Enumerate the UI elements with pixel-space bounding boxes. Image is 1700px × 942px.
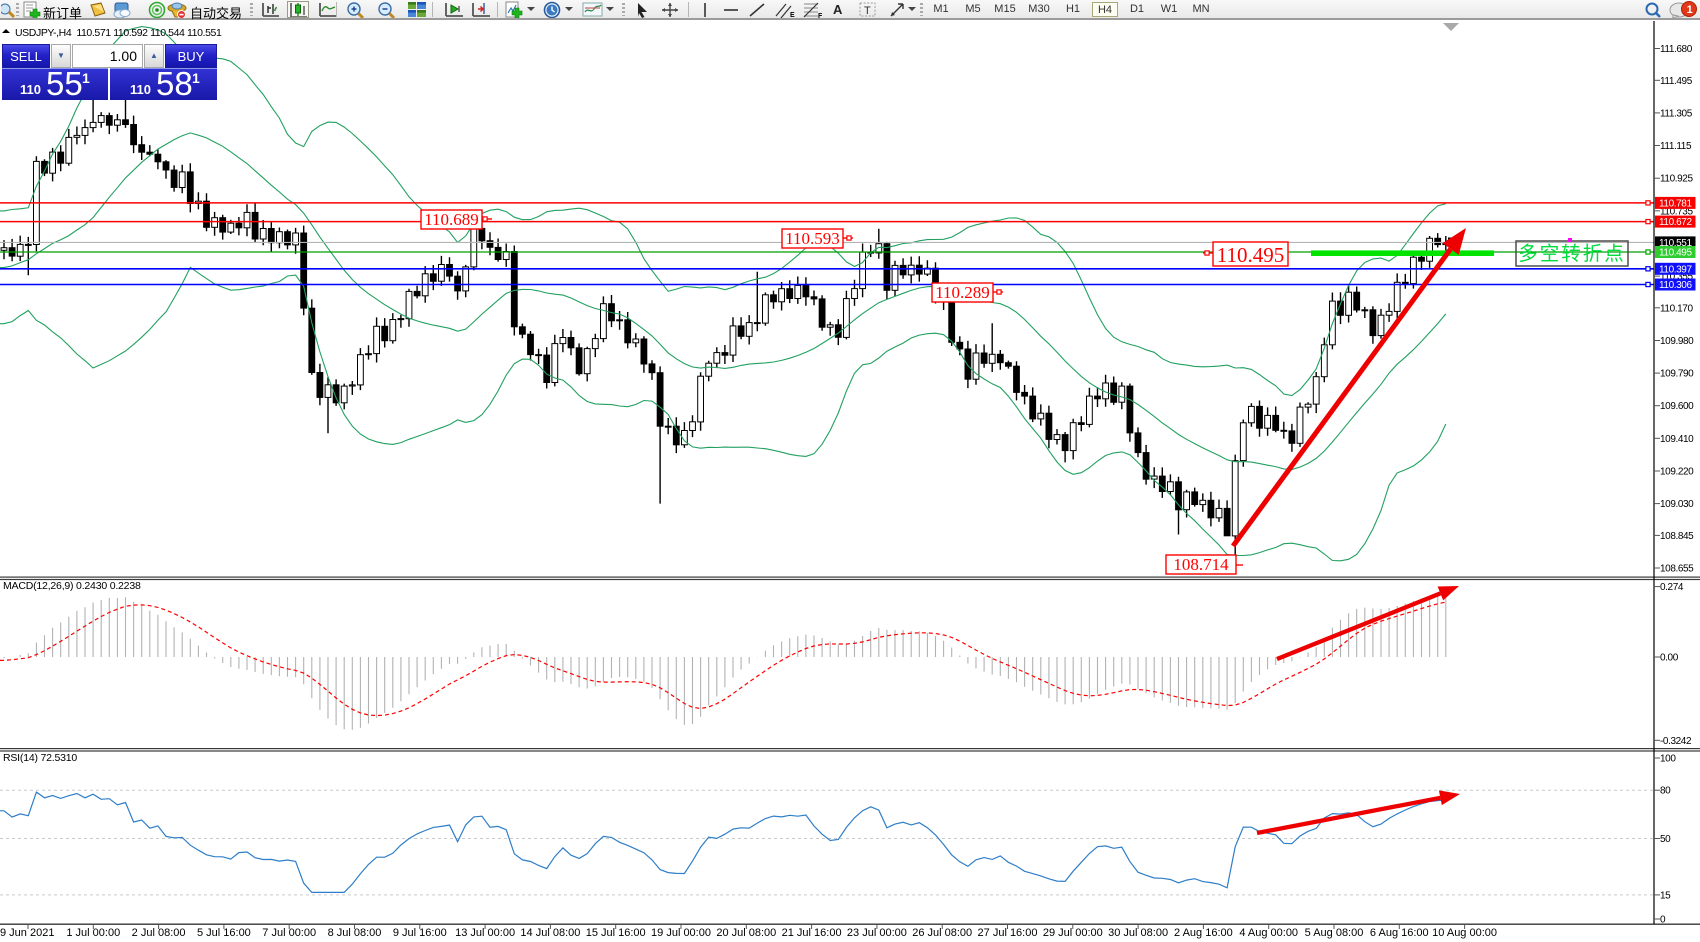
svg-text:110.495: 110.495 <box>1659 248 1692 259</box>
svg-text:20 Jul 08:00: 20 Jul 08:00 <box>716 927 776 939</box>
svg-text:9 Jun 2021: 9 Jun 2021 <box>0 927 54 939</box>
svg-text:109.790: 109.790 <box>1660 369 1694 380</box>
svg-text:15 Jul 16:00: 15 Jul 16:00 <box>586 927 646 939</box>
svg-text:111.495: 111.495 <box>1660 76 1693 87</box>
svg-text:108.845: 108.845 <box>1660 531 1694 542</box>
svg-text:1 Jul 00:00: 1 Jul 00:00 <box>66 927 120 939</box>
svg-text:110.781: 110.781 <box>1659 198 1692 209</box>
svg-text:100: 100 <box>1660 754 1676 765</box>
svg-text:USDJPY-,H4 110.571 110.592 11: USDJPY-,H4 110.571 110.592 110.544 110.5… <box>15 27 222 39</box>
svg-text:110.735: 110.735 <box>1660 206 1693 217</box>
svg-text:111.115: 111.115 <box>1660 141 1692 152</box>
svg-text:4 Aug 00:00: 4 Aug 00:00 <box>1239 927 1298 939</box>
svg-text:RSI(14) 72.5310: RSI(14) 72.5310 <box>3 752 77 764</box>
svg-text:T: T <box>864 5 871 17</box>
svg-text:0.00: 0.00 <box>1660 653 1679 664</box>
svg-text:19 Jul 00:00: 19 Jul 00:00 <box>651 927 711 939</box>
svg-text:6 Aug 16:00: 6 Aug 16:00 <box>1370 927 1429 939</box>
svg-text:110.593: 110.593 <box>785 229 840 248</box>
svg-text:110.397: 110.397 <box>1659 264 1692 275</box>
svg-text:E: E <box>790 12 795 18</box>
svg-text:27 Jul 16:00: 27 Jul 16:00 <box>978 927 1038 939</box>
svg-text:110.925: 110.925 <box>1660 174 1693 185</box>
svg-text:110.306: 110.306 <box>1659 280 1692 291</box>
svg-text:0: 0 <box>1660 915 1666 926</box>
svg-text:1: 1 <box>1687 4 1693 16</box>
svg-text:14 Jul 08:00: 14 Jul 08:00 <box>520 927 580 939</box>
svg-text:30 Jul 08:00: 30 Jul 08:00 <box>1108 927 1168 939</box>
svg-text:26 Jul 08:00: 26 Jul 08:00 <box>912 927 972 939</box>
svg-text:多空转折点: 多空转折点 <box>1518 243 1626 265</box>
svg-text:80: 80 <box>1660 786 1671 797</box>
svg-text:29 Jul 00:00: 29 Jul 00:00 <box>1043 927 1103 939</box>
svg-text:F: F <box>818 13 823 18</box>
svg-text:7 Jul 00:00: 7 Jul 00:00 <box>262 927 316 939</box>
svg-text:50: 50 <box>1660 834 1671 845</box>
svg-text:108.655: 108.655 <box>1660 564 1694 575</box>
svg-text:111.680: 111.680 <box>1660 44 1693 55</box>
svg-text:110.355: 110.355 <box>1660 272 1693 283</box>
svg-text:110.495: 110.495 <box>1217 243 1284 267</box>
svg-text:23 Jul 00:00: 23 Jul 00:00 <box>847 927 907 939</box>
svg-text:109.220: 109.220 <box>1660 467 1694 478</box>
svg-text:2 Aug 16:00: 2 Aug 16:00 <box>1174 927 1233 939</box>
svg-text:10 Aug 00:00: 10 Aug 00:00 <box>1432 927 1497 939</box>
svg-text:0.274: 0.274 <box>1660 582 1684 593</box>
svg-text:110.689: 110.689 <box>424 210 479 229</box>
svg-text:111.305: 111.305 <box>1660 108 1693 119</box>
svg-text:110.551: 110.551 <box>1659 238 1692 249</box>
svg-text:-0.3242: -0.3242 <box>1660 736 1692 747</box>
svg-text:110.672: 110.672 <box>1659 217 1692 228</box>
svg-text:110.170: 110.170 <box>1660 303 1693 314</box>
svg-text:13 Jul 00:00: 13 Jul 00:00 <box>455 927 515 939</box>
svg-text:109.030: 109.030 <box>1660 499 1694 510</box>
svg-text:9 Jul 16:00: 9 Jul 16:00 <box>393 927 447 939</box>
svg-text:109.600: 109.600 <box>1660 401 1694 412</box>
svg-text:15: 15 <box>1660 890 1671 901</box>
svg-text:109.410: 109.410 <box>1660 434 1694 445</box>
svg-text:2 Jul 08:00: 2 Jul 08:00 <box>132 927 186 939</box>
svg-text:MACD(12,26,9) 0.2430 0.2238: MACD(12,26,9) 0.2430 0.2238 <box>3 580 141 592</box>
svg-text:110.289: 110.289 <box>935 283 990 302</box>
svg-text:21 Jul 16:00: 21 Jul 16:00 <box>782 927 842 939</box>
svg-text:108.714: 108.714 <box>1173 555 1229 574</box>
svg-text:5 Aug 08:00: 5 Aug 08:00 <box>1305 927 1364 939</box>
svg-text:8 Jul 08:00: 8 Jul 08:00 <box>328 927 382 939</box>
svg-text:109.980: 109.980 <box>1660 336 1694 347</box>
svg-text:5 Jul 16:00: 5 Jul 16:00 <box>197 927 251 939</box>
